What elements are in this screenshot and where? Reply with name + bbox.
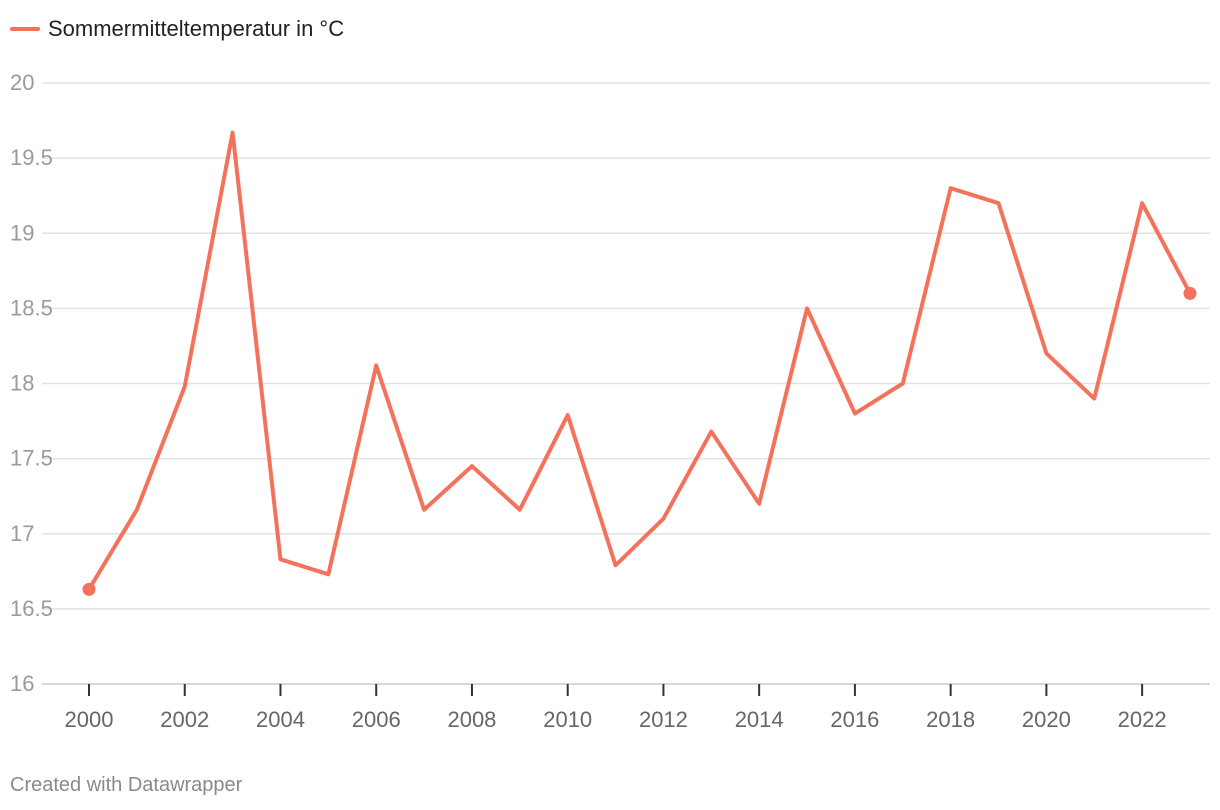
x-tick-label: 2022 [1118,707,1167,732]
start-point-marker [82,582,96,596]
x-tick-label: 2014 [735,707,784,732]
end-point-marker [1183,286,1197,300]
y-tick-label: 16.5 [10,596,53,621]
x-tick-label: 2012 [639,707,688,732]
series-line [87,130,1192,592]
y-tick-label: 19 [10,220,34,245]
legend-label: Sommermitteltemperatur in °C [48,16,345,41]
y-tick-label: 17.5 [10,446,53,471]
y-tick-label: 16 [10,671,34,696]
x-tick-label: 2000 [65,707,114,732]
x-tick-label: 2016 [830,707,879,732]
gridlines [42,82,1210,610]
y-tick-label: 19.5 [10,145,53,170]
x-axis: 2000 2002 2004 2006 2008 2010 2012 2014 2016 2018… [42,683,1210,732]
x-tick-label: 2002 [160,707,209,732]
footer-credit: Created with Datawrapper [10,774,243,796]
x-tick-label: 2010 [543,707,592,732]
x-tick-label: 2006 [352,707,401,732]
y-tick-label: 18.5 [10,295,53,320]
y-tick-label: 17 [10,521,34,546]
y-axis-ticks: 16 16.5 17 17.5 18 18.5 19 19.5 20 [10,70,53,696]
y-tick-label: 18 [10,371,34,396]
series-layer [82,130,1197,596]
x-tick-label: 2018 [926,707,975,732]
x-tick-label: 2004 [256,707,305,732]
legend: Sommermitteltemperatur in °C [10,16,344,42]
y-tick-label: 20 [10,70,34,95]
x-tick-label: 2008 [447,707,496,732]
x-tick-label: 2020 [1022,707,1071,732]
legend-swatch [10,27,40,31]
